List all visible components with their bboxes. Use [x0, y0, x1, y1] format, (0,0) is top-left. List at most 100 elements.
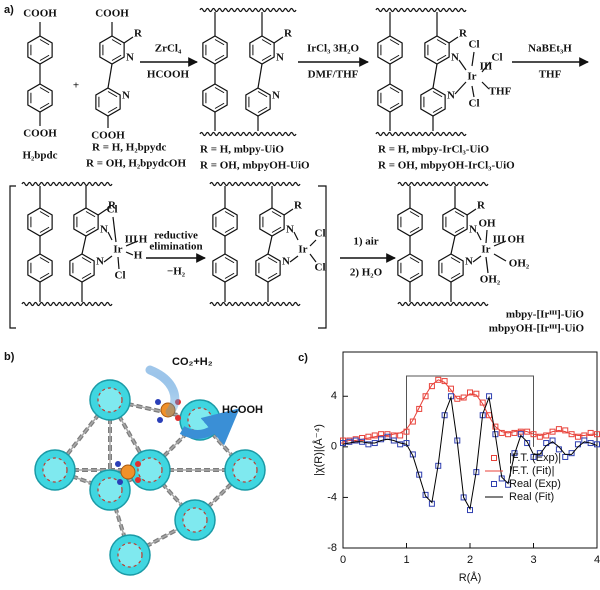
label: Ir — [481, 244, 490, 256]
data-point — [460, 394, 467, 401]
bond — [481, 61, 491, 73]
bond — [471, 51, 475, 67]
bond — [436, 39, 447, 46]
zr-cluster — [182, 507, 208, 533]
bond — [432, 91, 443, 98]
label: N — [100, 224, 108, 236]
data-point — [365, 433, 372, 440]
bond — [267, 235, 273, 255]
data-point — [346, 438, 353, 445]
label: Cl — [469, 39, 480, 51]
ring — [255, 253, 281, 283]
bond — [107, 91, 118, 98]
data-point — [403, 440, 410, 447]
bond — [454, 81, 467, 95]
ring — [245, 87, 271, 117]
label: Cl — [315, 262, 326, 274]
ring — [95, 87, 121, 117]
ring — [27, 253, 53, 283]
bond — [39, 226, 50, 233]
label: OH — [507, 234, 525, 246]
bond — [107, 231, 113, 241]
data-point — [435, 376, 442, 383]
data-point — [365, 441, 372, 448]
chart-text: -4 — [327, 491, 337, 503]
bond — [432, 63, 438, 89]
zr-cluster — [42, 457, 68, 483]
label: N — [447, 90, 455, 102]
label: H — [134, 250, 143, 262]
bond — [409, 211, 420, 218]
ligand — [155, 399, 161, 405]
framework-edge — [209, 301, 301, 307]
bond — [261, 39, 272, 46]
ir-center — [120, 464, 136, 480]
ring — [202, 83, 228, 113]
ring — [73, 207, 99, 237]
ring — [249, 35, 275, 65]
label: Cl — [107, 204, 118, 216]
bond — [257, 106, 268, 113]
label: R — [294, 200, 303, 212]
label: CO₂+H₂ — [172, 356, 213, 368]
bond — [257, 63, 263, 89]
bond — [436, 54, 447, 61]
framework-edge — [397, 301, 489, 307]
data-point — [428, 383, 435, 390]
label: THF — [489, 86, 512, 98]
label: Cl — [469, 98, 480, 110]
label: R — [459, 28, 468, 40]
bond — [409, 226, 420, 233]
label: OH₂ — [509, 258, 530, 270]
ring — [27, 35, 53, 65]
ring — [259, 207, 285, 237]
ring — [27, 207, 53, 237]
bond — [409, 272, 420, 279]
bracket — [318, 185, 327, 329]
framework-edge — [21, 181, 113, 187]
bond — [107, 63, 113, 89]
label: Cl — [315, 228, 326, 240]
bond — [81, 272, 92, 279]
bond — [267, 272, 278, 279]
bond — [309, 253, 317, 263]
ring — [212, 253, 238, 283]
label: N — [272, 90, 280, 102]
bond — [454, 226, 465, 233]
bond — [107, 106, 118, 113]
label: mbpyOH-[Irᴵᴵᴵ]-UiO — [489, 323, 585, 335]
data-point — [422, 491, 429, 498]
label: mbpy-[Irᴵᴵᴵ]-UiO — [506, 309, 585, 321]
bond — [448, 36, 459, 44]
bond — [267, 257, 278, 264]
ring — [377, 83, 403, 113]
label: N — [122, 90, 130, 102]
data-point — [467, 389, 473, 396]
label: R = H, mbpy-UiO — [200, 144, 284, 156]
label: elimination — [149, 241, 202, 253]
label: COOH — [91, 130, 125, 142]
label: −H₂ — [167, 266, 186, 278]
label: R — [284, 28, 293, 40]
data-point — [581, 437, 588, 444]
data-point — [574, 433, 581, 440]
bond — [458, 59, 467, 71]
data-point — [562, 453, 569, 460]
legend-label: |F.T. (Fit)| — [509, 465, 554, 477]
ring — [27, 83, 53, 113]
bond — [39, 257, 50, 264]
bond — [103, 255, 113, 263]
label: H — [139, 234, 148, 246]
bond — [39, 87, 50, 94]
data-point — [562, 427, 569, 434]
ring — [424, 35, 450, 65]
x-tick-label: 1 — [403, 554, 409, 566]
chart-text: 4 — [331, 390, 337, 402]
label: HCOOH — [222, 404, 263, 416]
framework-edge — [375, 131, 467, 137]
bond — [432, 106, 443, 113]
data-point — [409, 418, 416, 425]
bond — [450, 272, 461, 279]
data-point — [536, 450, 543, 457]
